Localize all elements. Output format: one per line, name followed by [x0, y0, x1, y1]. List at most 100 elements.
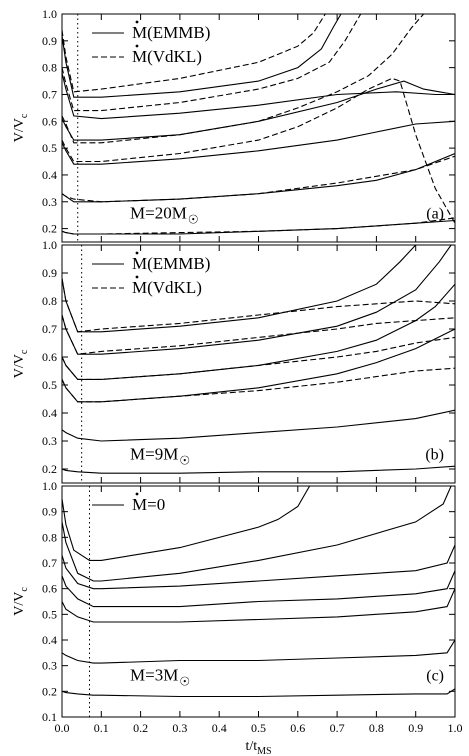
panel-b-ylabel: V/Vc — [12, 349, 30, 378]
panel-a-series-line — [62, 14, 342, 98]
panel-a-ytick-label: 0.9 — [42, 34, 57, 48]
panel-b-series-line — [62, 245, 452, 355]
panel-b-ylabel-main: V/V — [12, 354, 27, 378]
panel-a-ytick-label: 0.7 — [42, 87, 57, 101]
panel-b-ytick-label: 0.6 — [42, 350, 57, 364]
panel-b-series-line — [62, 367, 455, 403]
panel-b-ytick-label: 0.7 — [42, 322, 57, 336]
panel-a-ytick-label: 0.5 — [42, 141, 57, 155]
panel-c-xtick-label: 0.9 — [408, 721, 423, 735]
panel-a-ylabel-main: V/V — [12, 118, 27, 142]
panel-b-ytick-label: 0.3 — [42, 434, 57, 448]
panel-c-xtick-label: 0.1 — [94, 721, 109, 735]
panel-b-sun-symbol: ☉ — [179, 454, 190, 468]
panel-c-xtick-label: 0.5 — [251, 721, 266, 735]
panel-a-series-line — [62, 77, 455, 224]
panel-b-legend-dot — [135, 275, 139, 279]
panel-c-mass-annotation: M=3M — [130, 666, 178, 685]
panel-a-legend-label: M(EMMB) — [132, 23, 210, 42]
panel-b-series-line — [62, 314, 455, 355]
panel-a-sun-symbol: ☉ — [188, 212, 199, 226]
panel-b-ytick-label: 0.9 — [42, 266, 57, 280]
panel-a-ylabel-sub: c — [19, 113, 30, 118]
panel-a-ytick-label: 1.0 — [42, 7, 57, 21]
panel-c-xtick-label: 0.0 — [55, 721, 70, 735]
panel-c-series-line — [62, 570, 455, 608]
panel-c-xtick-label: 0.7 — [330, 721, 345, 735]
panel-c-ylabel: V/Vc — [12, 587, 30, 616]
panel-c-sun-symbol: ☉ — [179, 675, 190, 689]
panel-a-ytick-label: 0.4 — [42, 168, 57, 182]
panel-c-series-line — [62, 486, 311, 561]
panel-c-label: (c) — [426, 668, 444, 685]
panel-b-legend-label: M(VdKL) — [132, 278, 202, 297]
panel-c-ytick-label: 0.2 — [42, 684, 57, 698]
panel-c-series-line — [62, 486, 452, 582]
panel-b-ytick-label: 0.8 — [42, 294, 57, 308]
panel-a-series-line — [62, 120, 455, 165]
panel-c-ytick-label: 0.8 — [42, 530, 57, 544]
panel-b-ytick-label: 1.0 — [42, 238, 57, 252]
panel-c-xtick-label: 0.6 — [290, 721, 305, 735]
panel-a-ytick-label: 0.3 — [42, 195, 57, 209]
panel-a-legend-label: M(VdKL) — [132, 47, 202, 66]
panel-a-series-line — [62, 80, 455, 141]
panel-c-xtick-label: 0.8 — [369, 721, 384, 735]
panel-a-series-line — [62, 14, 425, 144]
panel-b-ylabel-sub: c — [19, 349, 30, 354]
panel-a-label: (a) — [426, 205, 444, 222]
panel-b-series-line — [62, 278, 455, 333]
panel-c-ytick-label: 0.7 — [42, 556, 57, 570]
panel-a-series-line — [62, 72, 455, 120]
panel-a-ylabel: V/Vc — [12, 113, 30, 142]
panel-c-ytick-label: 0.9 — [42, 505, 57, 519]
panel-a-legend-dot — [135, 20, 139, 24]
panel-c-xtick-label: 0.3 — [172, 721, 187, 735]
panel-c-series-line — [62, 639, 455, 664]
panel-a-legend-dot — [135, 44, 139, 48]
panel-c-xtick-label: 1.0 — [448, 721, 463, 735]
panel-b-legend-label: M(EMMB) — [132, 254, 210, 273]
panel-a-ytick-label: 0.2 — [42, 222, 57, 236]
panel-a-series-line — [62, 217, 455, 235]
panel-c-series-line — [62, 544, 455, 590]
panel-b-series-line — [62, 465, 455, 474]
panel-b-ytick-label: 0.5 — [42, 378, 57, 392]
panel-a-ytick-label: 0.8 — [42, 61, 57, 75]
panel-c-ytick-label: 1.0 — [42, 479, 57, 493]
panel-b-series-line — [62, 409, 455, 442]
panel-b-ytick-label: 0.4 — [42, 406, 57, 420]
panel-c-xtick-label: 0.2 — [133, 721, 148, 735]
panel-c-xtick-label: 0.4 — [212, 721, 227, 735]
panel-a-series-line — [62, 14, 326, 93]
panel-c-ytick-label: 0.1 — [42, 710, 57, 724]
panel-a-ytick-label: 0.6 — [42, 114, 57, 128]
panel-a-plot-area — [62, 14, 455, 235]
panel-b-legend-dot — [135, 251, 139, 255]
panel-a-series-line — [62, 219, 455, 235]
panel-c-ylabel-main: V/V — [12, 592, 27, 616]
panel-c-ytick-label: 0.5 — [42, 607, 57, 621]
panel-a-series-line — [62, 152, 455, 203]
panel-c-legend-dot — [135, 492, 139, 496]
panel-b-ytick-label: 0.2 — [42, 462, 57, 476]
panel-a-series-line — [62, 14, 362, 112]
panel-c-ylabel-sub: c — [19, 587, 30, 592]
panel-c-ytick-label: 0.4 — [42, 633, 57, 647]
panel-a-mass-annotation: M=20M — [130, 203, 187, 222]
panel-b-mass-annotation: M=9M — [130, 445, 178, 464]
panel-b-frame — [61, 244, 456, 484]
panel-b-label: (b) — [425, 447, 444, 464]
panel-c-ytick-label: 0.6 — [42, 582, 57, 596]
panel-b-series-line — [62, 336, 455, 380]
panel-b-plot-area — [62, 245, 455, 474]
xlabel-main: t/t — [245, 739, 257, 754]
panel-c-plot-area — [62, 486, 455, 698]
panel-c-ytick-label: 0.3 — [42, 659, 57, 673]
panel-c-legend-label: M=0 — [132, 495, 165, 514]
panel-c-series-line — [62, 688, 455, 698]
panel-c-series-line — [62, 588, 455, 623]
xlabel: t/tMS — [245, 739, 271, 756]
xlabel-sub: MS — [257, 746, 271, 756]
